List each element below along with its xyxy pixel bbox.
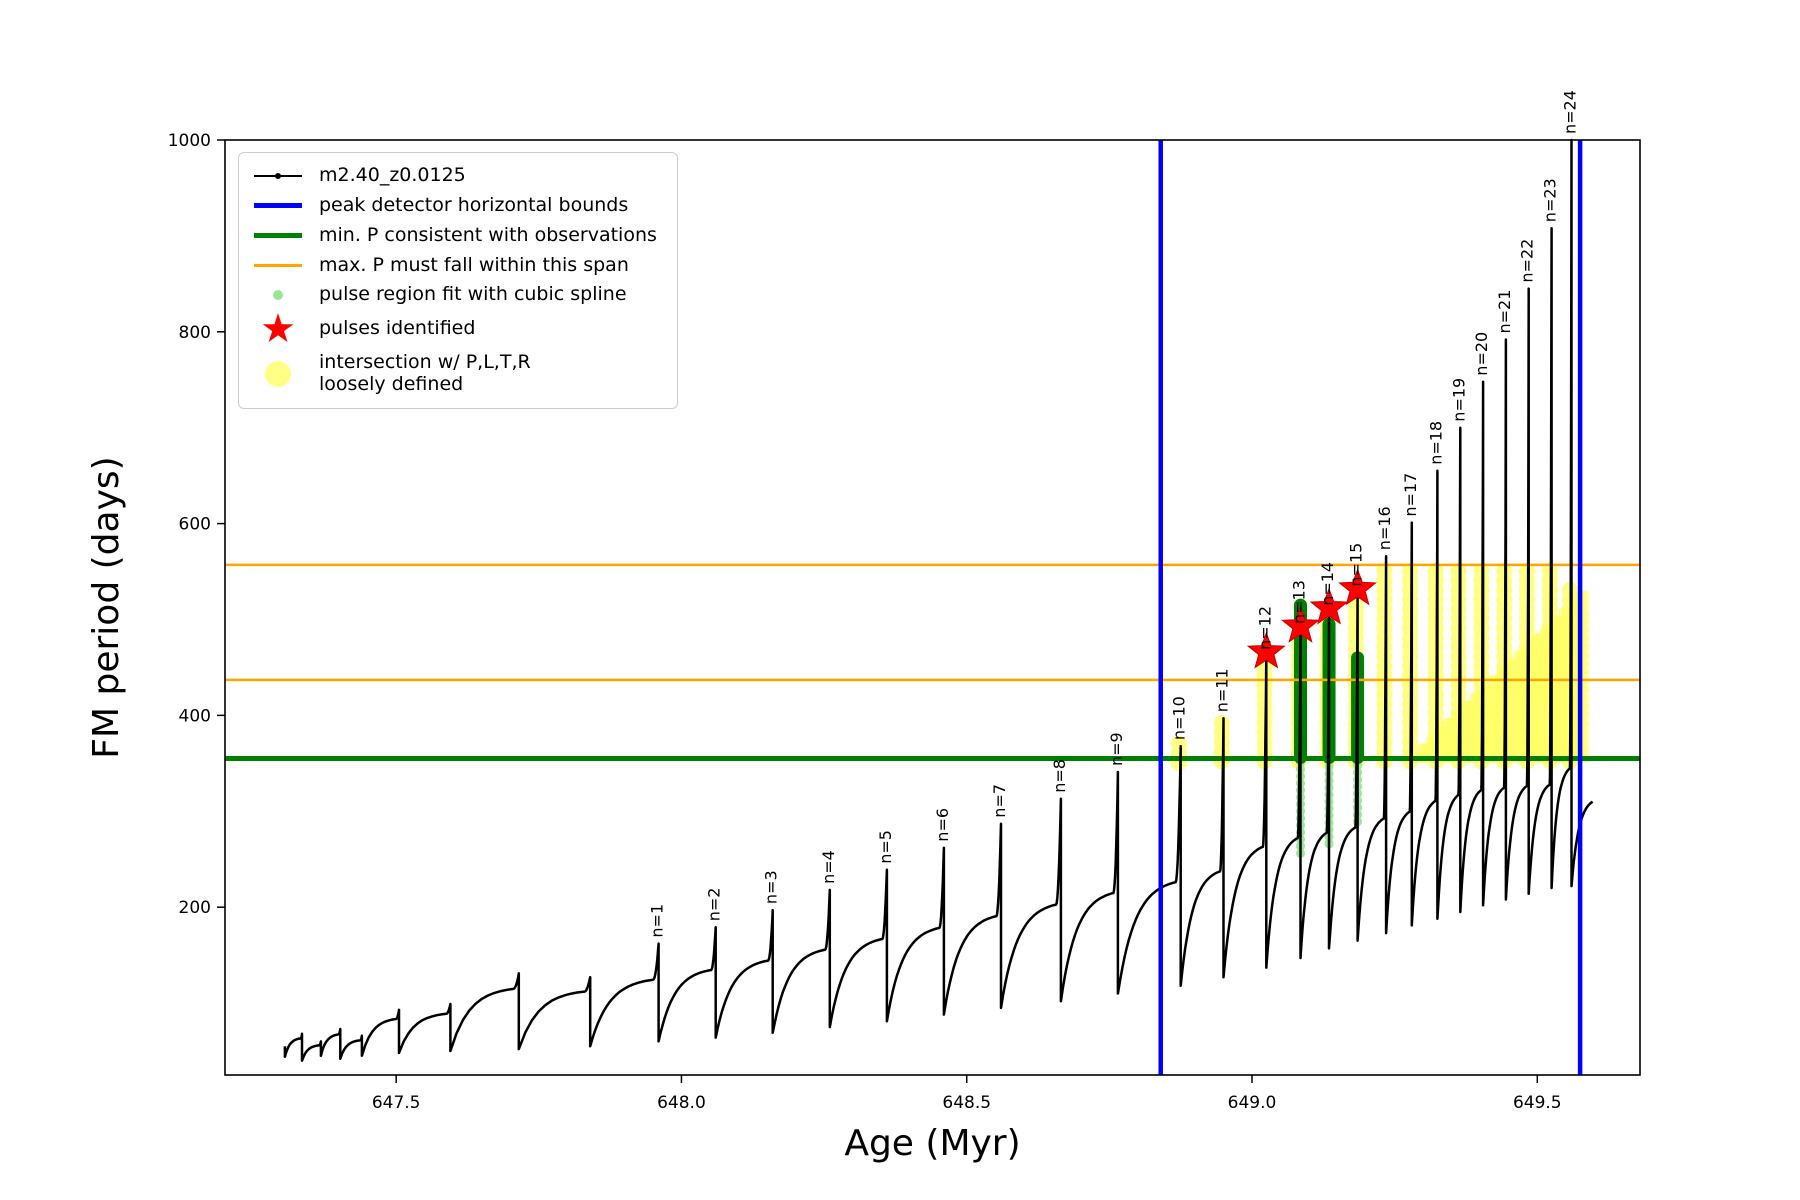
green-thick-line-icon	[251, 233, 305, 239]
pulse-label: n=10	[1170, 696, 1189, 740]
legend-label-intersection: intersection w/ P,L,T,R loosely defined	[319, 351, 531, 396]
pulse-label: n=8	[1050, 759, 1069, 793]
pulse-label: n=17	[1401, 473, 1420, 517]
lightgreen-dot-icon	[251, 290, 305, 301]
legend-item-series: m2.40_z0.0125	[251, 164, 657, 187]
pulse-label: n=1	[648, 904, 667, 938]
pulse-label: n=15	[1347, 543, 1366, 587]
yellow-intersection-columns	[1170, 555, 1578, 772]
pulse-label: n=24	[1561, 90, 1580, 134]
orange-line-icon	[251, 263, 305, 267]
pulse-label: n=11	[1213, 668, 1232, 712]
pulse-label: n=5	[876, 830, 895, 864]
legend-item-peak-detector-bounds: peak detector horizontal bounds	[251, 193, 657, 217]
y-tick-label: 200	[179, 898, 211, 918]
x-tick-label: 648.0	[657, 1093, 706, 1113]
pulse-star-icon	[1246, 631, 1286, 669]
y-tick-label: 800	[179, 323, 211, 343]
pulse-star-icon	[1338, 568, 1377, 606]
pulse-label: n=19	[1449, 378, 1468, 422]
data-series	[283, 138, 1594, 1062]
pulse-label: n=12	[1255, 606, 1274, 650]
pulse-label: n=20	[1472, 332, 1491, 376]
legend-item-max-p: max. P must fall within this span	[251, 253, 657, 277]
legend-label-spline-region: pulse region fit with cubic spline	[319, 283, 627, 306]
legend-label-pulses-identified: pulses identified	[319, 317, 476, 340]
legend: m2.40_z0.0125 peak detector horizontal b…	[238, 152, 678, 409]
peak-detector-bounds	[1158, 140, 1583, 1075]
identified-pulses	[1246, 568, 1377, 669]
legend-item-intersection: intersection w/ P,L,T,R loosely defined	[251, 351, 657, 396]
pulse-labels: n=1 n=2 n=3 n=4 n=5 n=6 n=7 n=8 n=9 n=10 n=11 n=12 n…	[648, 90, 1580, 938]
max-p-span-lines	[225, 563, 1640, 682]
x-axis-label: Age (Myr)	[844, 1123, 1020, 1164]
blue-thick-line-icon	[251, 203, 305, 209]
x-tick-label: 648.5	[942, 1093, 991, 1113]
pulse-label: n=13	[1290, 580, 1309, 624]
series-curve	[283, 138, 1594, 1062]
legend-label-peak-detector-bounds: peak detector horizontal bounds	[319, 193, 629, 216]
pulse-label: n=21	[1495, 290, 1514, 334]
legend-item-spline-region: pulse region fit with cubic spline	[251, 284, 657, 306]
y-tick-label: 600	[179, 515, 211, 535]
axes: 647.5 648.0 648.5 649.0 649.5 200 400 600 800 100…	[86, 131, 1641, 1164]
pulse-label: n=18	[1426, 421, 1445, 465]
pulse-star-icon	[1281, 605, 1320, 643]
yellow-dot-icon	[251, 361, 305, 388]
legend-label-min-p: min. P consistent with observations	[319, 223, 657, 246]
legend-item-min-p: min. P consistent with observations	[251, 223, 657, 247]
y-axis-label: FM period (days)	[86, 456, 127, 758]
legend-item-pulses-identified: ★ pulses identified	[251, 306, 657, 353]
y-tick-label: 400	[179, 706, 211, 726]
pulse-label: n=7	[990, 784, 1009, 818]
axes-box	[224, 139, 1641, 1076]
pulse-label: n=14	[1318, 562, 1337, 606]
legend-label-max-p: max. P must fall within this span	[319, 253, 629, 276]
pulse-star-icon	[1309, 587, 1349, 625]
pulse-label: n=3	[762, 870, 781, 904]
pulse-label: n=22	[1518, 239, 1537, 283]
legend-label-series: m2.40_z0.0125	[319, 164, 466, 186]
pulse-label: n=16	[1375, 506, 1394, 550]
pulse-label: n=23	[1541, 178, 1560, 222]
x-tick-label: 649.5	[1513, 1093, 1562, 1113]
red-star-icon: ★	[260, 306, 296, 353]
pulse-label: n=6	[933, 808, 952, 842]
pulse-label: n=2	[705, 888, 724, 922]
pulse-label: n=9	[1107, 732, 1126, 766]
y-tick-label: 1000	[168, 131, 211, 151]
x-tick-label: 649.0	[1228, 1093, 1277, 1113]
pulse-label: n=4	[819, 850, 838, 884]
x-tick-label: 647.5	[372, 1093, 421, 1113]
black-line-dot-marker-icon	[251, 174, 305, 177]
